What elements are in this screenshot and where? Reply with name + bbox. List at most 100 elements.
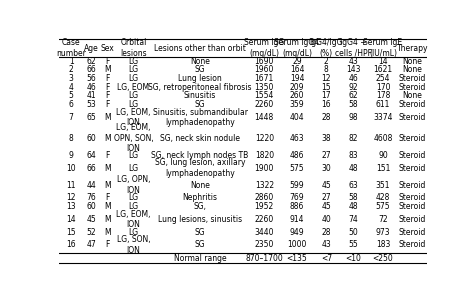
Text: LG: LG	[128, 100, 138, 109]
Text: <7: <7	[321, 254, 332, 263]
Text: 62: 62	[349, 91, 358, 100]
Text: 16: 16	[66, 240, 76, 249]
Text: 47: 47	[87, 240, 96, 249]
Text: 14: 14	[66, 215, 76, 224]
Text: 65: 65	[87, 113, 96, 122]
Text: 359: 359	[290, 100, 304, 109]
Text: 76: 76	[87, 193, 96, 202]
Text: 40: 40	[321, 215, 331, 224]
Text: LG, EOM,
ION: LG, EOM, ION	[116, 210, 151, 229]
Text: 575: 575	[376, 202, 390, 211]
Text: LG: LG	[128, 193, 138, 202]
Text: 15: 15	[321, 83, 331, 92]
Text: 53: 53	[87, 100, 96, 109]
Text: Serum IgG4
(mg/dL): Serum IgG4 (mg/dL)	[274, 38, 319, 58]
Text: 2: 2	[69, 65, 73, 74]
Text: SG, lung lesion, axillary
lymphadenopathy: SG, lung lesion, axillary lymphadenopath…	[155, 158, 245, 178]
Text: M: M	[104, 164, 111, 173]
Text: 486: 486	[290, 151, 304, 160]
Text: F: F	[105, 100, 109, 109]
Text: 17: 17	[321, 91, 331, 100]
Text: 30: 30	[321, 164, 331, 173]
Text: 58: 58	[349, 193, 358, 202]
Text: 66: 66	[87, 65, 96, 74]
Text: 6: 6	[69, 100, 73, 109]
Text: <10: <10	[346, 254, 362, 263]
Text: Steroid: Steroid	[399, 100, 426, 109]
Text: 44: 44	[87, 181, 96, 190]
Text: 1671: 1671	[255, 74, 274, 83]
Text: F: F	[105, 151, 109, 160]
Text: 1554: 1554	[255, 91, 274, 100]
Text: 143: 143	[346, 65, 361, 74]
Text: M: M	[104, 134, 111, 143]
Text: F: F	[105, 193, 109, 202]
Text: 1952: 1952	[255, 202, 274, 211]
Text: 1000: 1000	[287, 240, 307, 249]
Text: LG, SON,
ION: LG, SON, ION	[117, 235, 150, 255]
Text: SG: SG	[195, 228, 205, 237]
Text: Steroid: Steroid	[399, 164, 426, 173]
Text: M: M	[104, 228, 111, 237]
Text: Orbital
lesions: Orbital lesions	[120, 38, 147, 58]
Text: 29: 29	[292, 57, 302, 66]
Text: 178: 178	[376, 91, 390, 100]
Text: Steroid: Steroid	[399, 202, 426, 211]
Text: 2260: 2260	[255, 215, 274, 224]
Text: 575: 575	[290, 164, 304, 173]
Text: SG: SG	[195, 100, 205, 109]
Text: None: None	[402, 57, 422, 66]
Text: 82: 82	[349, 134, 358, 143]
Text: 55: 55	[349, 240, 358, 249]
Text: 43: 43	[349, 57, 358, 66]
Text: 428: 428	[376, 193, 390, 202]
Text: 914: 914	[290, 215, 304, 224]
Text: LG: LG	[128, 74, 138, 83]
Text: 28: 28	[322, 113, 331, 122]
Text: Serum IgE
(IU/mL): Serum IgE (IU/mL)	[364, 38, 402, 58]
Text: Steroid: Steroid	[399, 240, 426, 249]
Text: 3: 3	[69, 74, 73, 83]
Text: 48: 48	[349, 202, 358, 211]
Text: Sinusitis: Sinusitis	[184, 91, 216, 100]
Text: F: F	[105, 57, 109, 66]
Text: Lesions other than orbit: Lesions other than orbit	[154, 44, 246, 53]
Text: 404: 404	[290, 113, 304, 122]
Text: 45: 45	[321, 202, 331, 211]
Text: 46: 46	[349, 74, 358, 83]
Text: 254: 254	[376, 74, 390, 83]
Text: Age: Age	[84, 44, 99, 53]
Text: LG: LG	[128, 65, 138, 74]
Text: 1690: 1690	[255, 57, 274, 66]
Text: 170: 170	[376, 83, 390, 92]
Text: Steroid: Steroid	[399, 181, 426, 190]
Text: SG,: SG,	[193, 202, 207, 211]
Text: 28: 28	[322, 228, 331, 237]
Text: 64: 64	[87, 151, 96, 160]
Text: 46: 46	[87, 83, 96, 92]
Text: 11: 11	[66, 181, 76, 190]
Text: 12: 12	[66, 193, 76, 202]
Text: LG: LG	[128, 57, 138, 66]
Text: 1220: 1220	[255, 134, 274, 143]
Text: Steroid: Steroid	[399, 74, 426, 83]
Text: F: F	[105, 91, 109, 100]
Text: 183: 183	[376, 240, 390, 249]
Text: 949: 949	[290, 228, 304, 237]
Text: 63: 63	[349, 181, 358, 190]
Text: 10: 10	[66, 164, 76, 173]
Text: 74: 74	[349, 215, 358, 224]
Text: 886: 886	[290, 202, 304, 211]
Text: SG, retroperitoneal fibrosis: SG, retroperitoneal fibrosis	[148, 83, 252, 92]
Text: Case
number: Case number	[56, 38, 86, 58]
Text: SG: SG	[195, 240, 205, 249]
Text: 3374: 3374	[373, 113, 393, 122]
Text: M: M	[104, 113, 111, 122]
Text: F: F	[105, 83, 109, 92]
Text: M: M	[104, 215, 111, 224]
Text: LG, OPN,
ION: LG, OPN, ION	[117, 176, 150, 195]
Text: F: F	[105, 240, 109, 249]
Text: 58: 58	[349, 100, 358, 109]
Text: 83: 83	[349, 151, 358, 160]
Text: 463: 463	[290, 134, 304, 143]
